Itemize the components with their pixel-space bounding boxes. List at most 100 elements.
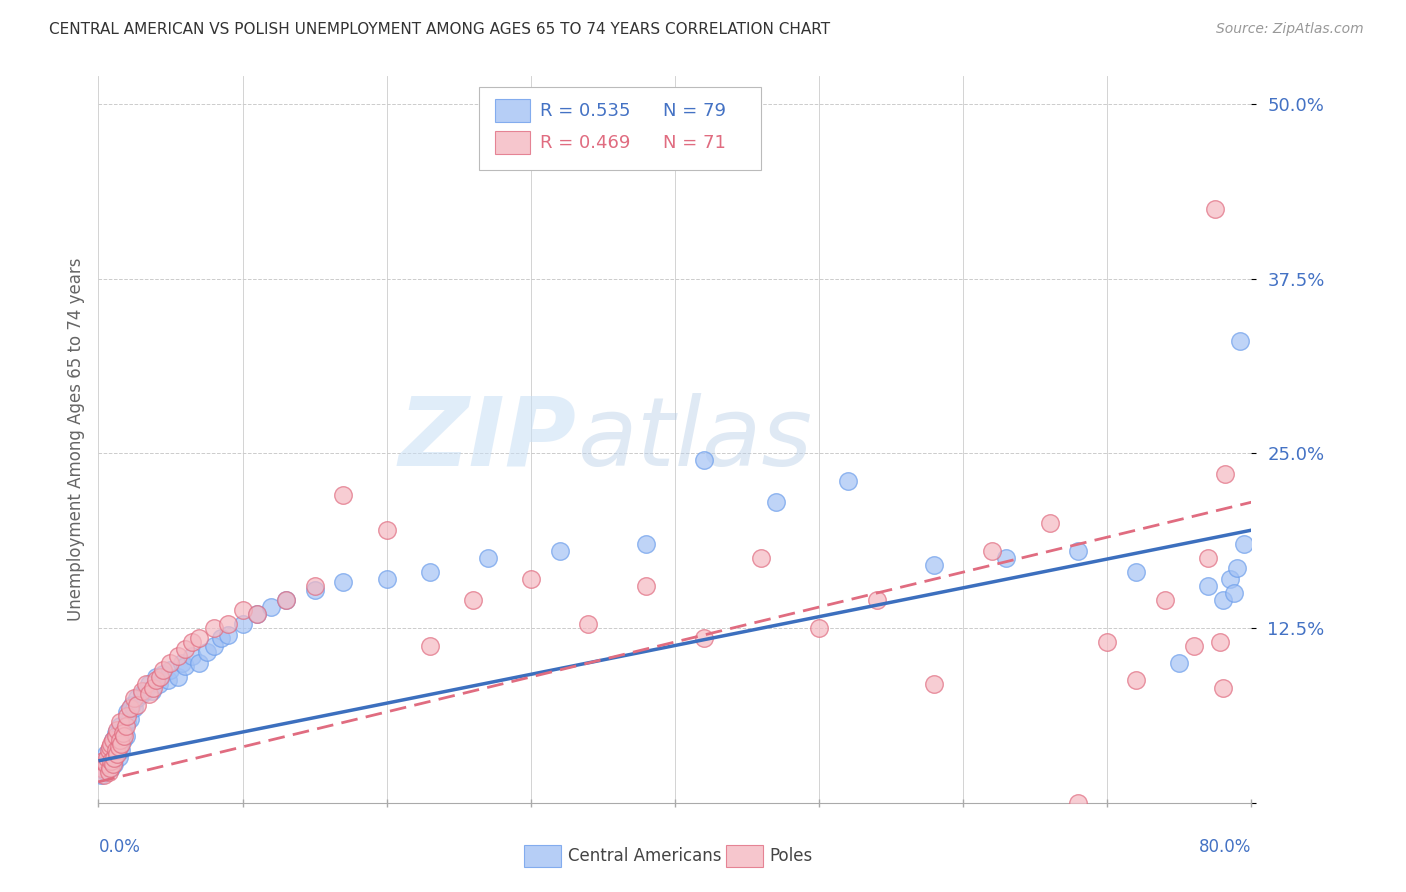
Point xyxy=(93,768,115,782)
Point xyxy=(111,726,134,740)
Point xyxy=(751,551,773,566)
Point xyxy=(170,656,193,670)
Point xyxy=(103,737,125,751)
Point xyxy=(104,747,127,761)
Point xyxy=(202,639,225,653)
Y-axis label: Unemployment Among Ages 65 to 74 years: Unemployment Among Ages 65 to 74 years xyxy=(66,258,84,621)
Point xyxy=(1197,551,1219,566)
Point xyxy=(101,751,124,765)
Point xyxy=(1097,635,1119,649)
Point xyxy=(104,726,127,740)
Point xyxy=(138,687,160,701)
Text: R = 0.469: R = 0.469 xyxy=(540,134,630,152)
Point xyxy=(120,712,142,726)
Point xyxy=(152,667,174,681)
Point xyxy=(120,700,142,714)
Point xyxy=(127,698,149,712)
Point xyxy=(114,729,136,743)
Text: R = 0.535: R = 0.535 xyxy=(540,102,630,120)
Point xyxy=(231,603,254,617)
Point xyxy=(1182,639,1205,653)
Point xyxy=(375,523,398,537)
Point xyxy=(1229,334,1251,349)
Point xyxy=(149,670,172,684)
Point xyxy=(104,729,127,743)
Text: Central Americans: Central Americans xyxy=(568,847,721,865)
Point xyxy=(693,631,716,645)
Point xyxy=(578,616,600,631)
Point xyxy=(131,684,153,698)
Text: Poles: Poles xyxy=(769,847,813,865)
Point xyxy=(100,737,122,751)
Point xyxy=(181,635,204,649)
Point xyxy=(1204,202,1226,216)
Point xyxy=(145,673,167,687)
Point xyxy=(100,739,122,754)
Point xyxy=(636,579,658,593)
Text: N = 79: N = 79 xyxy=(664,102,727,120)
Point xyxy=(141,684,163,698)
Point xyxy=(105,723,128,737)
Point xyxy=(181,648,204,663)
Point xyxy=(1067,796,1090,810)
Point xyxy=(105,742,128,756)
Point xyxy=(1208,635,1230,649)
Point xyxy=(837,475,859,489)
Point xyxy=(520,572,543,586)
Point xyxy=(1168,656,1191,670)
Point xyxy=(1154,593,1177,607)
Point xyxy=(107,729,129,743)
Point xyxy=(97,749,120,764)
Point xyxy=(138,677,160,691)
Point xyxy=(105,747,128,761)
Point xyxy=(765,495,787,509)
Point xyxy=(1125,565,1147,579)
Point xyxy=(98,739,121,754)
Point xyxy=(108,739,131,754)
Point xyxy=(145,670,167,684)
Point xyxy=(108,719,131,733)
Point xyxy=(217,616,239,631)
Point xyxy=(188,656,211,670)
Text: 0.0%: 0.0% xyxy=(98,838,141,855)
Point xyxy=(114,719,136,733)
FancyBboxPatch shape xyxy=(524,845,561,867)
Point xyxy=(93,754,115,768)
Point xyxy=(166,670,188,684)
Point xyxy=(97,765,120,780)
Point xyxy=(117,705,139,719)
Point xyxy=(1039,516,1062,531)
Point xyxy=(124,700,146,714)
Point xyxy=(217,628,239,642)
Point xyxy=(174,658,197,673)
Point xyxy=(97,742,120,756)
Point xyxy=(94,765,117,780)
Point xyxy=(121,698,143,712)
Point xyxy=(104,742,127,756)
Text: atlas: atlas xyxy=(576,392,811,486)
Point xyxy=(101,732,124,747)
Point xyxy=(124,690,146,705)
Point xyxy=(461,593,484,607)
Point xyxy=(111,732,134,747)
Point xyxy=(548,544,571,558)
Point xyxy=(107,749,129,764)
Point xyxy=(90,768,112,782)
Point xyxy=(209,631,232,645)
Point xyxy=(1212,593,1234,607)
Point xyxy=(110,726,132,740)
Point xyxy=(134,684,156,698)
Point xyxy=(98,754,121,768)
Point xyxy=(110,737,132,751)
Point xyxy=(98,761,121,775)
Text: CENTRAL AMERICAN VS POLISH UNEMPLOYMENT AMONG AGES 65 TO 74 YEARS CORRELATION CH: CENTRAL AMERICAN VS POLISH UNEMPLOYMENT … xyxy=(49,22,831,37)
Point xyxy=(159,656,181,670)
Point xyxy=(1067,544,1090,558)
FancyBboxPatch shape xyxy=(479,87,762,170)
Point xyxy=(1215,467,1237,482)
Point xyxy=(304,583,326,598)
Point xyxy=(127,690,149,705)
Point xyxy=(97,761,120,775)
FancyBboxPatch shape xyxy=(495,131,530,154)
Point xyxy=(152,663,174,677)
